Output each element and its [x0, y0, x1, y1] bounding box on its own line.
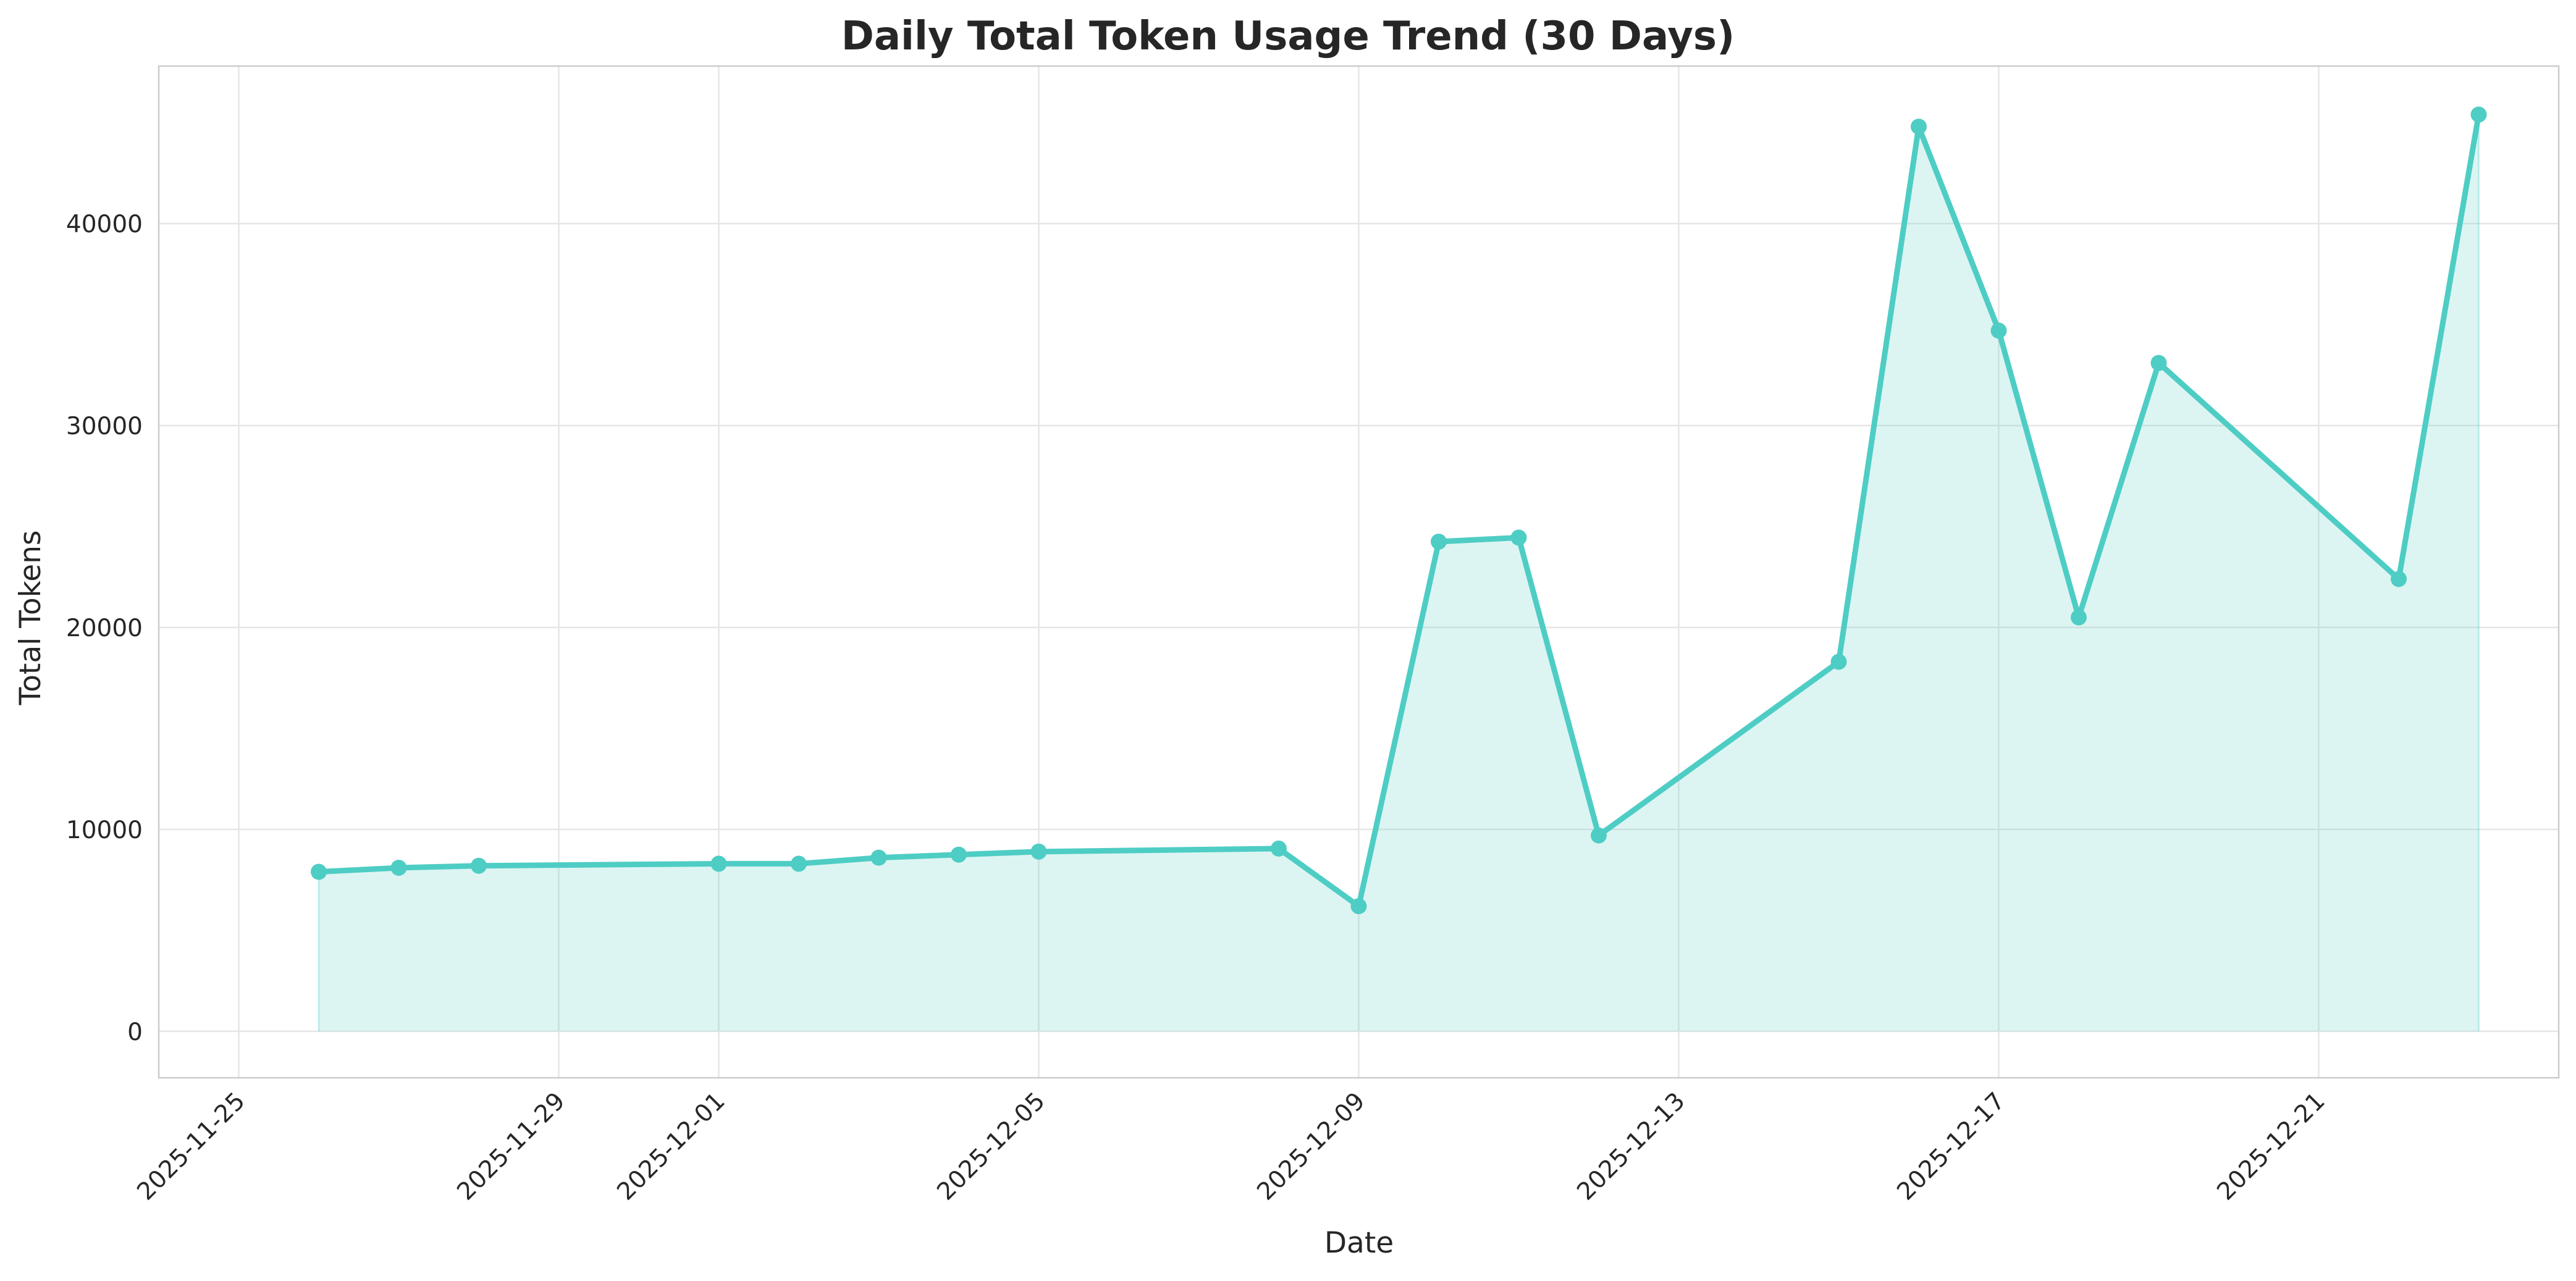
data-point	[1350, 898, 1367, 915]
data-point	[1271, 840, 1287, 857]
y-axis-label: Total Tokens	[14, 531, 48, 706]
data-point	[710, 855, 727, 872]
data-point	[1510, 529, 1527, 546]
data-point	[870, 849, 887, 866]
data-point	[951, 846, 967, 863]
series-line	[316, 111, 2481, 909]
data-point	[390, 859, 407, 876]
data-point	[1911, 119, 1927, 135]
series-markers	[311, 106, 2487, 915]
area-fill	[318, 114, 2480, 1031]
chart-title: Daily Total Token Usage Trend (30 Days)	[841, 14, 1735, 59]
data-point	[2071, 609, 2087, 626]
data-point	[2150, 355, 2167, 371]
y-tick-label: 10000	[66, 817, 143, 844]
x-axis-label: Date	[1324, 1226, 1394, 1260]
y-axis-ticks: 0 10000 20000 30000 40000	[66, 211, 143, 1046]
data-point	[1591, 827, 1607, 844]
y-tick-label: 20000	[66, 615, 143, 642]
y-tick-label: 40000	[66, 211, 143, 238]
data-point	[311, 863, 327, 880]
series-polyline	[316, 111, 2481, 909]
data-point	[791, 855, 807, 872]
data-point	[2391, 571, 2407, 587]
data-point	[1030, 843, 1047, 860]
data-point	[471, 857, 487, 874]
data-point	[1830, 653, 1847, 670]
y-tick-label: 0	[127, 1018, 143, 1046]
data-point	[1431, 533, 1447, 550]
axes-frame	[158, 65, 2560, 1079]
y-tick-label: 30000	[66, 413, 143, 440]
data-point	[2470, 106, 2487, 123]
area-fill-path	[319, 114, 2479, 1031]
data-point	[1990, 322, 2007, 339]
